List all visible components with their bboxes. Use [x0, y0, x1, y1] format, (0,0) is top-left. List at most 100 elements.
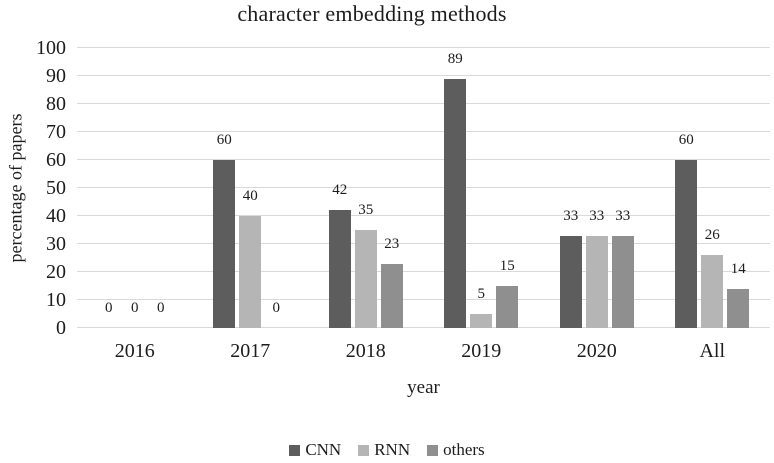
bar-2019-CNN: 89: [444, 48, 467, 328]
bar-value-label: 0: [157, 300, 165, 316]
y-tick-label: 90: [46, 65, 66, 87]
bar-value-label: 89: [447, 50, 463, 67]
x-tick-label: 2016: [114, 340, 155, 362]
x-tick-label: 2018: [345, 340, 386, 362]
legend-label: CNN: [305, 440, 342, 459]
plot-area: 0 0 0 60 40 0 42 35 23 89 5 15 33 33 33 60 26 14: [77, 47, 770, 328]
bar-value-label: 0: [105, 300, 113, 316]
bar-2019-others: 15: [496, 48, 519, 328]
bar-All-CNN: 60: [675, 48, 698, 328]
bar-value-label: 40: [242, 188, 258, 204]
x-axis-title: year: [407, 377, 440, 398]
gridline: [77, 187, 770, 188]
bar-2016-CNN: 0: [98, 48, 120, 328]
y-tick-label: 40: [46, 205, 66, 227]
bar-group-2016: 0 0 0: [77, 48, 193, 328]
chart-title: character embedding methods: [237, 1, 507, 26]
bar-value-label: 15: [499, 258, 515, 274]
legend-label: others: [443, 440, 485, 459]
bar-value-label: 5: [477, 286, 486, 302]
bar-2016-RNN: 0: [124, 48, 146, 328]
x-axis-ticks: 2016 2017 2018 2019 2020 All: [77, 340, 770, 363]
bar-rect: [701, 255, 724, 328]
bar-rect: [470, 314, 493, 328]
bar-2018-RNN: 35: [354, 48, 377, 328]
bar-2020-CNN: 33: [559, 48, 582, 328]
gridline: [77, 327, 770, 328]
x-tick-label: All: [699, 340, 726, 362]
bar-group-2017: 60 40 0: [193, 48, 309, 328]
bar-2017-RNN: 40: [239, 48, 262, 328]
bar-2020-others: 33: [611, 48, 634, 328]
gridline: [77, 131, 770, 132]
legend-item-others: others: [427, 440, 485, 460]
y-axis-ticks: 0 10 20 30 40 50 60 70 80 90 100: [26, 38, 66, 338]
bar-2018-others: 23: [380, 48, 403, 328]
gridline: [77, 103, 770, 104]
gridline: [77, 47, 770, 48]
y-tick-label: 30: [46, 233, 66, 255]
bar-value-label: 60: [216, 132, 232, 148]
bar-group-2020: 33 33 33: [539, 48, 655, 328]
gridline: [77, 299, 770, 300]
bar-rect: [239, 216, 262, 328]
bar-group-All: 60 26 14: [655, 48, 771, 328]
legend-swatch-icon: [358, 444, 370, 456]
bar-rect: [496, 286, 519, 328]
bar-rect: [611, 235, 634, 328]
bar-value-label: 35: [358, 202, 374, 218]
bar-value-label: 33: [589, 207, 605, 224]
gridline: [77, 215, 770, 216]
y-tick-label: 80: [46, 93, 66, 115]
legend-swatch-icon: [427, 444, 439, 456]
bar-value-label: 0: [272, 300, 281, 316]
bar-rect: [354, 230, 377, 328]
bar-value-label: 0: [131, 300, 139, 316]
bar-value-label: 60: [678, 132, 694, 148]
gridline: [77, 159, 770, 160]
legend-item-RNN: RNN: [358, 440, 410, 460]
bar-2017-others: 0: [265, 48, 287, 328]
y-tick-label: 20: [46, 261, 66, 283]
bar-groups: 0 0 0 60 40 0 42 35 23 89 5 15 33 33 33 60 26 14: [77, 48, 770, 328]
bar-rect: [585, 235, 608, 328]
gridline: [77, 75, 770, 76]
y-tick-label: 60: [46, 149, 66, 171]
bar-value-label: 23: [384, 235, 400, 252]
bar-2017-CNN: 60: [213, 48, 236, 328]
bar-rect: [213, 160, 236, 328]
legend-label: RNN: [374, 440, 411, 459]
bar-value-label: 42: [332, 182, 348, 199]
gridline: [77, 243, 770, 244]
bar-All-RNN: 26: [701, 48, 724, 328]
bar-rect: [380, 263, 403, 328]
chart-legend: CNN RNN others: [0, 440, 774, 460]
gridline: [77, 271, 770, 272]
y-tick-label: 50: [46, 177, 66, 199]
x-tick-label: 2019: [461, 340, 502, 362]
legend-swatch-icon: [289, 444, 301, 456]
bar-value-label: 14: [730, 260, 746, 277]
bar-rect: [727, 288, 750, 328]
x-tick-label: 2017: [230, 340, 271, 362]
y-tick-label: 0: [56, 317, 66, 339]
bar-group-2019: 89 5 15: [424, 48, 540, 328]
bar-rect: [559, 235, 582, 328]
y-tick-label: 70: [46, 121, 66, 143]
bar-2018-CNN: 42: [328, 48, 351, 328]
bar-value-label: 26: [704, 227, 720, 244]
bar-rect: [328, 210, 351, 328]
bar-All-others: 14: [727, 48, 750, 328]
y-tick-label: 10: [46, 289, 66, 311]
bar-value-label: 33: [563, 207, 579, 224]
y-tick-label: 100: [36, 37, 66, 59]
bar-2016-others: 0: [150, 48, 172, 328]
bar-2019-RNN: 5: [470, 48, 493, 328]
bar-group-2018: 42 35 23: [308, 48, 424, 328]
bar-value-label: 33: [615, 207, 631, 224]
bar-rect: [444, 78, 467, 328]
legend-item-CNN: CNN: [289, 440, 341, 460]
x-tick-label: 2020: [576, 340, 617, 362]
bar-2020-RNN: 33: [585, 48, 608, 328]
